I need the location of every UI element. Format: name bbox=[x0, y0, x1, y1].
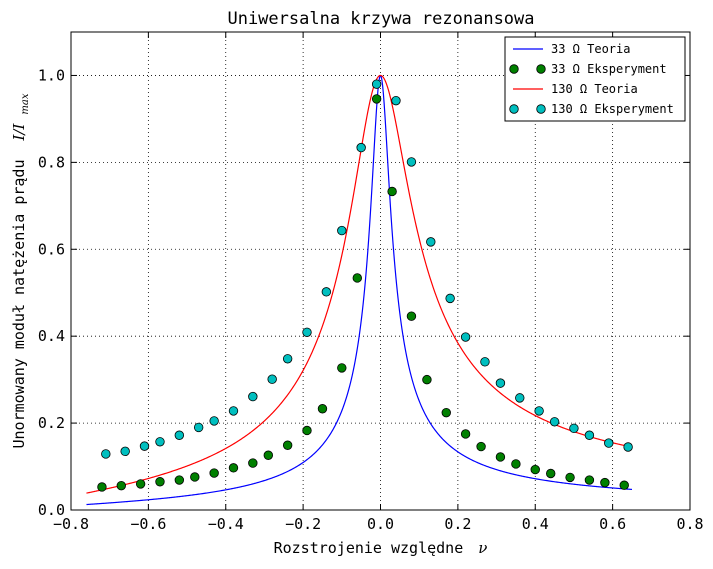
data-point-series-3 bbox=[445, 293, 455, 304]
plot-area bbox=[86, 74, 633, 506]
data-point-series-1 bbox=[600, 477, 610, 488]
y-tick-label: 0.8 bbox=[38, 153, 65, 171]
data-point-series-1 bbox=[228, 463, 239, 473]
series-line-0 bbox=[86, 74, 633, 506]
y-tick-label: 1.0 bbox=[38, 66, 65, 84]
chart-title: Uniwersalna krzywa rezonansowa bbox=[227, 9, 534, 29]
x-tick-label: −0.4 bbox=[208, 515, 244, 533]
data-point-series-1 bbox=[460, 429, 471, 439]
data-point-series-3 bbox=[155, 437, 165, 447]
data-point-series-3 bbox=[460, 332, 471, 342]
data-point-series-3 bbox=[120, 446, 130, 457]
data-point-series-1 bbox=[495, 452, 506, 462]
y-axis-label-symbol: I/I bbox=[10, 123, 28, 142]
data-point-series-1 bbox=[97, 482, 107, 492]
data-point-series-1 bbox=[530, 464, 540, 475]
data-point-series-3 bbox=[174, 430, 185, 440]
legend-marker-swatch bbox=[509, 64, 519, 74]
x-axis-label: Rozstrojenie względne ν bbox=[274, 539, 488, 557]
data-point-series-3 bbox=[623, 442, 633, 452]
data-point-series-3 bbox=[101, 449, 111, 459]
data-point-series-1 bbox=[406, 311, 417, 321]
y-tick-label: 0.6 bbox=[38, 240, 65, 258]
data-point-series-1 bbox=[282, 440, 293, 450]
data-point-series-1 bbox=[441, 407, 451, 418]
data-point-series-3 bbox=[584, 430, 595, 440]
legend-label: 33 Ω Eksperyment bbox=[551, 62, 667, 76]
data-point-series-1 bbox=[387, 186, 397, 197]
data-point-series-3 bbox=[267, 374, 277, 384]
legend-label: 130 Ω Teoria bbox=[551, 82, 638, 96]
legend-box bbox=[504, 36, 686, 122]
x-tick-label: 0.8 bbox=[676, 515, 703, 533]
data-point-series-3 bbox=[139, 441, 150, 451]
data-point-series-1 bbox=[116, 480, 126, 491]
data-point-series-1 bbox=[209, 468, 219, 478]
data-point-series-3 bbox=[321, 287, 332, 297]
data-point-series-3 bbox=[356, 142, 366, 153]
legend-label: 33 Ω Teoria bbox=[551, 42, 630, 56]
x-tick-label: 0.6 bbox=[599, 515, 626, 533]
data-point-series-3 bbox=[248, 391, 258, 402]
data-point-series-3 bbox=[534, 406, 544, 416]
y-axis-label-symbol-sub: max bbox=[20, 93, 31, 114]
data-point-series-3 bbox=[495, 378, 506, 388]
data-point-series-3 bbox=[371, 79, 382, 89]
x-tick-label: 0.2 bbox=[444, 515, 471, 533]
x-tick-label: −0.8 bbox=[53, 515, 89, 533]
y-tick-label: 0.0 bbox=[38, 501, 65, 519]
data-point-series-1 bbox=[546, 468, 556, 479]
legend-label: 130 Ω Eksperyment bbox=[551, 102, 674, 116]
data-point-series-3 bbox=[209, 416, 219, 426]
x-tick-label: 0.0 bbox=[367, 515, 394, 533]
legend-marker-swatch bbox=[509, 104, 519, 114]
data-point-series-3 bbox=[604, 438, 614, 448]
data-point-series-3 bbox=[569, 423, 579, 434]
data-point-series-1 bbox=[352, 273, 362, 283]
y-axis-label: Unormowany moduł natężenia prądu I/I max bbox=[10, 93, 31, 448]
data-point-series-3 bbox=[391, 95, 401, 106]
series-line-2 bbox=[86, 74, 633, 494]
data-point-series-1 bbox=[174, 475, 185, 485]
data-point-series-1 bbox=[476, 441, 486, 452]
x-axis-label-text: Rozstrojenie względne bbox=[274, 539, 464, 557]
data-point-series-3 bbox=[515, 393, 525, 403]
data-point-series-1 bbox=[135, 479, 146, 489]
data-point-series-3 bbox=[549, 417, 560, 427]
data-point-series-1 bbox=[263, 450, 274, 460]
x-tick-label: −0.6 bbox=[130, 515, 166, 533]
data-point-series-1 bbox=[511, 459, 521, 469]
legend: 33 Ω Teoria 33 Ω Eksperyment 130 Ω Teoria 1… bbox=[504, 36, 686, 122]
data-point-series-3 bbox=[426, 237, 436, 247]
data-point-series-1 bbox=[422, 374, 432, 385]
data-point-series-3 bbox=[302, 327, 312, 337]
data-point-series-3 bbox=[228, 406, 239, 416]
y-axis-label-text: Unormowany moduł natężenia prądu bbox=[10, 160, 28, 449]
data-point-series-1 bbox=[155, 477, 165, 487]
data-point-series-1 bbox=[337, 363, 347, 373]
x-tick-label: 0.4 bbox=[522, 515, 549, 533]
data-point-series-3 bbox=[193, 422, 204, 433]
data-point-series-3 bbox=[406, 157, 417, 167]
data-point-series-3 bbox=[480, 357, 490, 367]
x-axis-label-symbol: ν bbox=[478, 539, 487, 557]
data-point-series-1 bbox=[619, 480, 629, 490]
ticks: −0.8 −0.6 −0.4 −0.2 0.0 0.2 0.4 0.6 0.8 0.0 0.2 0.4… bbox=[38, 32, 704, 533]
data-point-series-1 bbox=[371, 94, 382, 104]
data-point-series-1 bbox=[584, 475, 595, 485]
data-point-series-1 bbox=[302, 425, 312, 436]
x-tick-label: −0.2 bbox=[285, 515, 321, 533]
legend-marker-swatch bbox=[536, 104, 546, 114]
data-point-series-1 bbox=[190, 472, 200, 482]
data-point-series-1 bbox=[317, 404, 328, 414]
data-point-series-1 bbox=[248, 458, 258, 468]
data-point-series-3 bbox=[337, 225, 347, 236]
data-point-series-1 bbox=[565, 472, 575, 483]
y-tick-label: 0.2 bbox=[38, 414, 65, 432]
y-tick-label: 0.4 bbox=[38, 327, 65, 345]
data-point-series-3 bbox=[282, 354, 293, 364]
legend-marker-swatch bbox=[536, 64, 546, 74]
